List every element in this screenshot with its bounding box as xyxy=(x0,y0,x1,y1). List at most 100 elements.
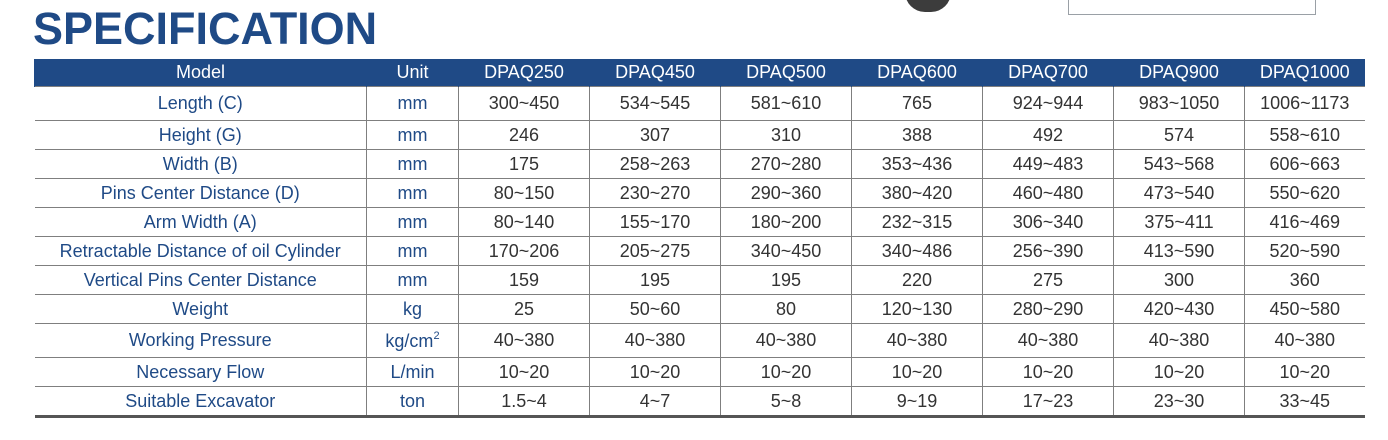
table-cell: 10~20 xyxy=(720,357,852,387)
header-unit: Unit xyxy=(366,59,459,87)
unit-text: mm xyxy=(397,269,428,290)
product-image-fragment xyxy=(905,0,951,12)
unit-text: mm xyxy=(397,240,428,261)
table-cell: 246 xyxy=(458,120,590,150)
table-cell: 550~620 xyxy=(1244,178,1365,208)
table-cell: 155~170 xyxy=(589,207,721,237)
table-cell: 256~390 xyxy=(982,236,1114,266)
row-label: Necessary Flow xyxy=(34,357,367,387)
table-cell: 360 xyxy=(1244,265,1365,295)
table-cell: 10~20 xyxy=(982,357,1114,387)
row-label: Suitable Excavator xyxy=(34,386,367,417)
table-cell: 195 xyxy=(589,265,721,295)
unit-text: L/min xyxy=(390,361,435,382)
table-cell: 50~60 xyxy=(589,294,721,324)
unit-superscript: 2 xyxy=(433,329,440,342)
table-cell: 340~450 xyxy=(720,236,852,266)
table-cell: 473~540 xyxy=(1113,178,1245,208)
row-label: Weight xyxy=(34,294,367,324)
table-row: Working Pressure kg/cm2 40~380 40~380 40~380… xyxy=(34,323,1365,358)
unit-text: mm xyxy=(397,153,428,174)
table-row: Necessary Flow L/min 10~20 10~20 10~20 10~20 1… xyxy=(34,357,1365,387)
table-cell: 924~944 xyxy=(982,86,1114,121)
table-cell: 80~150 xyxy=(458,178,590,208)
table-row: Vertical Pins Center Distance mm 159 195 195… xyxy=(34,265,1365,295)
table-cell: 1.5~4 xyxy=(458,386,590,417)
table-cell: 10~20 xyxy=(458,357,590,387)
row-label: Working Pressure xyxy=(34,323,367,358)
table-cell: 353~436 xyxy=(851,149,983,179)
header-row: Model Unit DPAQ250 DPAQ450 DPAQ500 DPAQ6… xyxy=(34,59,1365,87)
table-cell: 230~270 xyxy=(589,178,721,208)
table-cell: 449~483 xyxy=(982,149,1114,179)
unit-text: mm xyxy=(397,124,428,145)
table-cell: 520~590 xyxy=(1244,236,1365,266)
row-unit: mm xyxy=(366,149,459,179)
table-cell: 492 xyxy=(982,120,1114,150)
table-cell: 5~8 xyxy=(720,386,852,417)
row-label: Length (C) xyxy=(34,86,367,121)
table-cell: 581~610 xyxy=(720,86,852,121)
row-unit: mm xyxy=(366,207,459,237)
table-cell: 306~340 xyxy=(982,207,1114,237)
table-cell: 280~290 xyxy=(982,294,1114,324)
table-cell: 300~450 xyxy=(458,86,590,121)
unit-text: mm xyxy=(397,182,428,203)
table-cell: 307 xyxy=(589,120,721,150)
table-cell: 17~23 xyxy=(982,386,1114,417)
table-cell: 195 xyxy=(720,265,852,295)
table-cell: 33~45 xyxy=(1244,386,1365,417)
table-row: Pins Center Distance (D) mm 80~150 230~270 2… xyxy=(34,178,1365,208)
specification-table: Model Unit DPAQ250 DPAQ450 DPAQ500 DPAQ6… xyxy=(34,59,1365,418)
table-row: Retractable Distance of oil Cylinder mm 17… xyxy=(34,236,1365,266)
unit-text: kg/cm xyxy=(385,330,434,351)
row-unit: mm xyxy=(366,178,459,208)
table-cell: 300 xyxy=(1113,265,1245,295)
row-unit: mm xyxy=(366,236,459,266)
table-row: Weight kg 25 50~60 80 120~130 280~290 420~430 45… xyxy=(34,294,1365,324)
table-cell: 9~19 xyxy=(851,386,983,417)
table-cell: 10~20 xyxy=(1113,357,1245,387)
table-cell: 543~568 xyxy=(1113,149,1245,179)
table-cell: 40~380 xyxy=(589,323,721,358)
row-label: Arm Width (A) xyxy=(34,207,367,237)
table-cell: 258~263 xyxy=(589,149,721,179)
table-cell: 310 xyxy=(720,120,852,150)
table-cell: 23~30 xyxy=(1113,386,1245,417)
table-cell: 574 xyxy=(1113,120,1245,150)
row-label: Width (B) xyxy=(34,149,367,179)
table-cell: 340~486 xyxy=(851,236,983,266)
header-model: Model xyxy=(34,59,367,87)
table-cell: 40~380 xyxy=(982,323,1114,358)
table-cell: 413~590 xyxy=(1113,236,1245,266)
header-dpaq600: DPAQ600 xyxy=(851,59,983,87)
table-cell: 606~663 xyxy=(1244,149,1365,179)
table-cell: 180~200 xyxy=(720,207,852,237)
row-label: Vertical Pins Center Distance xyxy=(34,265,367,295)
table-cell: 4~7 xyxy=(589,386,721,417)
unit-text: mm xyxy=(397,93,428,113)
row-label: Pins Center Distance (D) xyxy=(34,178,367,208)
header-dpaq250: DPAQ250 xyxy=(458,59,590,87)
table-cell: 40~380 xyxy=(851,323,983,358)
table-row: Height (G) mm 246 307 310 388 492 574 558~610 xyxy=(34,120,1365,150)
table-cell: 170~206 xyxy=(458,236,590,266)
table-cell: 420~430 xyxy=(1113,294,1245,324)
image-frame-fragment xyxy=(1068,0,1316,15)
table-cell: 765 xyxy=(851,86,983,121)
table-cell: 80~140 xyxy=(458,207,590,237)
table-cell: 80 xyxy=(720,294,852,324)
table-cell: 1006~1173 xyxy=(1244,86,1365,121)
table-cell: 40~380 xyxy=(458,323,590,358)
header-dpaq700: DPAQ700 xyxy=(982,59,1114,87)
table-row: Arm Width (A) mm 80~140 155~170 180~200 232~3… xyxy=(34,207,1365,237)
table-cell: 40~380 xyxy=(1244,323,1365,358)
table-cell: 275 xyxy=(982,265,1114,295)
table-cell: 40~380 xyxy=(1113,323,1245,358)
table-cell: 120~130 xyxy=(851,294,983,324)
table-cell: 220 xyxy=(851,265,983,295)
table-row: Suitable Excavator ton 1.5~4 4~7 5~8 9~19 17~2… xyxy=(34,386,1365,417)
table-cell: 40~380 xyxy=(720,323,852,358)
unit-text: mm xyxy=(397,211,428,232)
table-cell: 270~280 xyxy=(720,149,852,179)
